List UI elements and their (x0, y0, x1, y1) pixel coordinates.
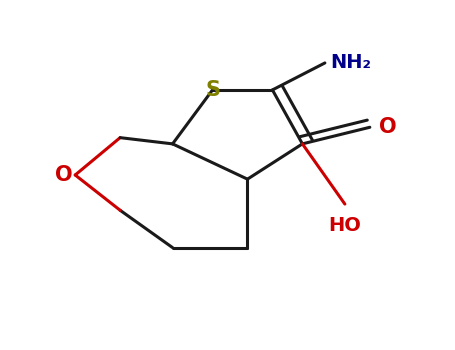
Text: O: O (379, 117, 396, 137)
Text: HO: HO (329, 217, 361, 236)
Text: O: O (55, 165, 73, 185)
Text: NH₂: NH₂ (330, 54, 371, 72)
Text: S: S (205, 80, 220, 100)
